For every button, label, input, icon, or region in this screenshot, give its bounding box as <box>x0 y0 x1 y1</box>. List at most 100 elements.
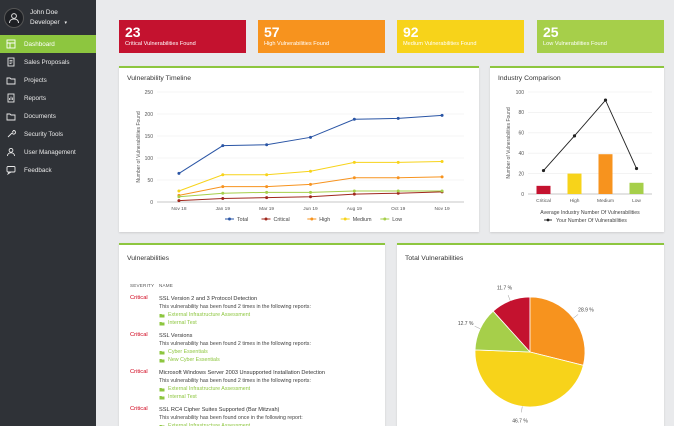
data-point[interactable] <box>352 176 356 180</box>
legend-label: Your Number Of Vulnerabilities <box>556 218 627 224</box>
profile-role[interactable]: Developer ▾ <box>30 18 67 26</box>
data-point[interactable] <box>634 166 639 171</box>
sidebar-item-label: User Management <box>24 148 76 156</box>
report-link[interactable]: New Cyber Essentials <box>159 356 385 364</box>
user-profile[interactable]: John Doe Developer ▾ <box>0 0 96 35</box>
data-point[interactable] <box>541 168 546 173</box>
data-point[interactable] <box>396 191 400 195</box>
data-point[interactable] <box>177 199 181 203</box>
data-point[interactable] <box>265 173 269 177</box>
data-point[interactable] <box>265 196 269 200</box>
pie-slice-low[interactable] <box>474 310 531 353</box>
legend-entry-critical[interactable]: Critical <box>261 217 290 223</box>
bar-high[interactable] <box>567 173 582 194</box>
report-link[interactable]: External Infrastructure Assessment <box>159 311 385 319</box>
data-point[interactable] <box>309 190 312 194</box>
bar-medium[interactable] <box>598 154 613 194</box>
pie-slice-high[interactable] <box>529 296 586 366</box>
report-link[interactable]: Cyber Essentials <box>159 348 385 356</box>
sidebar-item-reports[interactable]: Reports <box>0 89 96 107</box>
x-tick-label: Oct 19 <box>391 206 405 212</box>
stat-card-critical[interactable]: 23 Critical Vulnerabilities Found <box>119 20 246 53</box>
x-tick-label: Mar 19 <box>259 206 274 212</box>
vulnerability-name: SSL Version 2 and 3 Protocol Detection <box>159 296 258 302</box>
your-vulnerabilities-line <box>543 99 637 171</box>
stat-card-high[interactable]: 57 High Vulnerabilities Found <box>258 20 385 53</box>
legend-entry-high[interactable]: High <box>307 217 330 223</box>
data-point[interactable] <box>352 117 356 121</box>
sidebar-item-feedback[interactable]: Feedback <box>0 161 96 179</box>
stat-card-medium[interactable]: 92 Medium Vulnerabilities Found <box>397 20 524 53</box>
bar-critical[interactable] <box>536 185 551 194</box>
data-point[interactable] <box>352 192 356 196</box>
sidebar-item-user-management[interactable]: User Management <box>0 143 96 161</box>
profile-name: John Doe <box>30 8 58 16</box>
legend-your-vulnerabilities[interactable]: Your Number Of Vulnerabilities <box>544 218 627 224</box>
data-point[interactable] <box>221 185 225 189</box>
data-point[interactable] <box>221 191 225 195</box>
stat-label: High Vulnerabilities Found <box>264 41 330 47</box>
sidebar-item-dashboard[interactable]: Dashboard <box>0 35 96 53</box>
report-link[interactable]: Internal Test <box>159 393 385 401</box>
report-link[interactable]: Internal Test <box>159 319 385 327</box>
sidebar-item-label: Reports <box>24 94 47 102</box>
data-point[interactable] <box>309 169 312 173</box>
report-link[interactable]: External Infrastructure Assessment <box>159 422 385 426</box>
sidebar-item-projects[interactable]: Projects <box>0 71 96 89</box>
data-point[interactable] <box>177 171 181 175</box>
data-point[interactable] <box>309 195 312 199</box>
data-point[interactable] <box>396 160 400 164</box>
vulnerability-name: Microsoft Windows Server 2003 Unsupporte… <box>159 370 326 376</box>
data-point[interactable] <box>440 160 444 164</box>
data-point[interactable] <box>265 185 269 189</box>
industry-chart: 0 20 40 60 80 100 Number of Vulnerabilities Fo… <box>506 90 652 224</box>
data-point[interactable] <box>396 116 400 120</box>
data-point[interactable] <box>352 160 356 164</box>
data-point[interactable] <box>309 182 312 186</box>
legend-marker <box>546 218 550 222</box>
user-icon <box>6 147 16 157</box>
slice-label: 46.7 % <box>512 418 528 424</box>
folder-icon <box>159 321 165 326</box>
sidebar-item-documents[interactable]: Documents <box>0 107 96 125</box>
data-point[interactable] <box>309 135 312 139</box>
legend-entry-total[interactable]: Total <box>225 217 248 223</box>
folder-icon <box>6 111 16 121</box>
stat-card-low[interactable]: 25 Low Vulnerabilities Found <box>537 20 664 53</box>
folder-icon <box>6 75 16 85</box>
sidebar-item-label: Projects <box>24 76 47 84</box>
legend-entry-low[interactable]: Low <box>380 217 402 223</box>
legend-entry-medium[interactable]: Medium <box>340 217 372 223</box>
data-point[interactable] <box>177 195 181 199</box>
data-point[interactable] <box>396 176 400 180</box>
data-point[interactable] <box>265 143 269 147</box>
bar-low[interactable] <box>629 182 644 194</box>
data-point[interactable] <box>221 144 225 148</box>
data-point[interactable] <box>440 175 444 179</box>
vulnerability-description: This vulnerability has been found 2 time… <box>159 378 311 384</box>
vulnerabilities-panel: Vulnerabilities SEVERITY NAME Critical SS… <box>119 243 385 426</box>
user-icon <box>9 12 19 23</box>
data-point[interactable] <box>603 98 608 102</box>
data-point[interactable] <box>221 196 225 200</box>
y-tick-label: 100 <box>145 156 154 162</box>
data-point[interactable] <box>396 189 400 193</box>
data-point[interactable] <box>440 113 444 117</box>
x-tick-label: Critical <box>536 198 551 204</box>
pie-slice-medium[interactable] <box>474 349 584 408</box>
total-title: Total Vulnerabilities <box>405 255 464 262</box>
timeline-chart: 0 50 100 150 200 250 Nov 18 Jan 19 Mar 19 Jun 19 A… <box>136 90 464 223</box>
slice-label: 11.7 % <box>497 286 513 292</box>
data-point[interactable] <box>572 134 577 138</box>
sidebar-item-sales-proposals[interactable]: Sales Proposals <box>0 53 96 71</box>
sidebar-item-security-tools[interactable]: Security Tools <box>0 125 96 143</box>
data-point[interactable] <box>440 189 444 193</box>
data-point[interactable] <box>177 189 181 193</box>
avatar[interactable] <box>4 7 24 28</box>
table-header: SEVERITY NAME <box>130 283 173 288</box>
data-point[interactable] <box>265 190 269 194</box>
x-tick-label: Nov 18 <box>171 206 187 212</box>
data-point[interactable] <box>352 189 356 193</box>
data-point[interactable] <box>221 173 225 177</box>
report-link[interactable]: External Infrastructure Assessment <box>159 385 385 393</box>
